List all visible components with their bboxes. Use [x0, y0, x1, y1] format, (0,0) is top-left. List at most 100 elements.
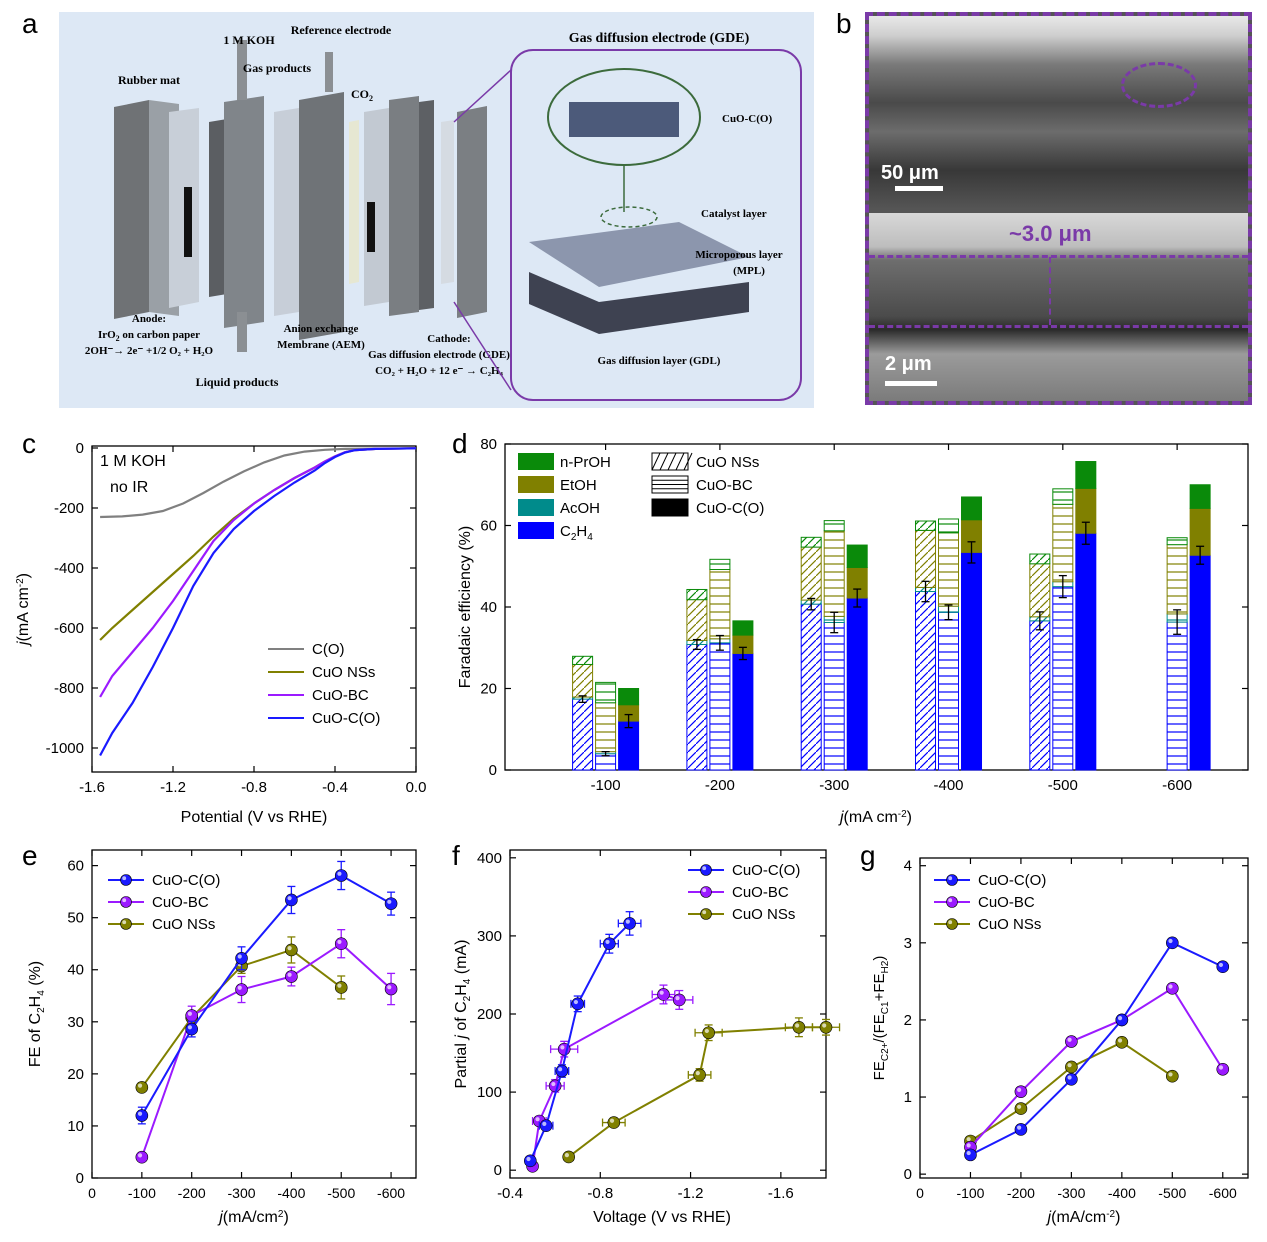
chart-e-ytick-label: 0 [76, 1170, 84, 1187]
chart-c-ytick-label: -400 [54, 560, 84, 577]
chart-d-legend-catalyst-swatch [651, 498, 689, 517]
label-gdl: Gas diffusion layer (GDL) [598, 355, 721, 367]
chart-d-xtick-label: -600 [1162, 777, 1192, 794]
chart-g-xtick-label: -400 [1108, 1185, 1136, 1201]
catalyst-block [569, 102, 679, 137]
chart-d-bar-c2h4 [618, 720, 640, 771]
chart-d-bar-c2h4 [915, 591, 937, 771]
chart-d-bar-npro [800, 536, 822, 548]
chart-d-legend-catalyst-label: CuO-BC [696, 477, 753, 494]
chart-g-xtick-label: -100 [956, 1185, 984, 1201]
chart-g-ytick-label: 2 [904, 1012, 912, 1029]
panel-label-e: e [22, 840, 38, 871]
chart-f-cuonss-point [819, 1020, 833, 1034]
chart-e-cuobc-point [334, 937, 348, 951]
scale-bar-top [895, 186, 943, 191]
label-co2: CO2 [351, 87, 373, 103]
chart-g-ylabel: FEC2+/(FEC1+FEH2) [871, 956, 891, 1081]
chart-f-legend-1-marker [700, 886, 712, 898]
chart-d-ytick-label: 60 [480, 518, 497, 535]
chart-c-ytick-label: -1000 [46, 740, 84, 757]
chart-c-legend-2-label: CuO-BC [312, 687, 369, 704]
label-mpl-2: (MPL) [733, 265, 765, 277]
chart-c-legend-0-label: C(O) [312, 641, 345, 658]
chart-d-legend-hatch [675, 452, 685, 471]
chart-g-cuobc-point [1166, 982, 1179, 995]
thickness-dash-top [869, 255, 1248, 258]
chart-g-xtick-label: -500 [1158, 1185, 1186, 1201]
chart-e-cuobc-point [384, 982, 398, 996]
chart-c-line-cuonss [99, 447, 417, 641]
zoom-line-bottom [453, 301, 512, 391]
label-cathode-line1: Gas diffusion electrode (GDE) [368, 349, 510, 361]
label-cathode-title: Cathode: [427, 333, 470, 345]
chart-g-cuoco-point [1014, 1123, 1028, 1136]
chart-d-bar-c2h4 [686, 643, 708, 771]
chart-g-legend-2-marker [946, 918, 958, 930]
chart-d-ytick-label: 20 [480, 681, 497, 698]
chart-e-legend-0-marker [120, 874, 132, 886]
chart-f-cuonss-line [568, 1026, 826, 1158]
chart-c-xtick-label: -1.2 [160, 779, 186, 796]
chart-f-cuonss-point [693, 1068, 706, 1082]
chart-d-ylabel: Faradaic efficiency (%) [457, 526, 474, 688]
panel-label-b: b [836, 8, 852, 39]
chart-d-bar-npro [1189, 484, 1211, 509]
chart-e-cuoco-point [384, 897, 398, 910]
chart-g-cuobc-line [969, 986, 1224, 1148]
chart-e-legend-1-marker [120, 896, 132, 908]
chart-d-bar-npro [1166, 537, 1188, 546]
chart-d-bar-npro [595, 681, 617, 704]
electrolyzer-schematic: 1 M KOH Reference electrode Gas products… [85, 23, 802, 401]
sem-image-bottom: ~3.0 μm 2 μm [869, 213, 1248, 401]
chart-e-cuoco-point [285, 893, 298, 907]
catalyst-spot-ellipse [600, 206, 658, 228]
chart-d-xtick-label: -300 [819, 777, 849, 794]
chart-e-cuobc-line [140, 942, 392, 1158]
chart-e-cuoco-point [135, 1109, 149, 1122]
chart-d-legend-label-c2h4: C2H4 [560, 523, 593, 543]
chart-g-cuobc-point [1014, 1085, 1028, 1098]
chart-f-cuonss-point [702, 1026, 715, 1040]
chart-d-xtick-label: -100 [591, 777, 621, 794]
chart-d-bar-npro [1052, 488, 1074, 505]
chart-d-xtick-label: -200 [705, 777, 735, 794]
chart-g-cuoco-point [964, 1148, 977, 1162]
chart-e-cuonss-point [285, 943, 298, 957]
chart-f-xtick-label: -0.4 [497, 1185, 523, 1202]
chart-f-cuoco-point [623, 917, 636, 930]
catalyst-layer-shape [529, 222, 749, 287]
chart-d-bar-npro [1075, 461, 1097, 489]
thickness-line [1049, 257, 1051, 325]
chart-d-bar-c2h4 [1189, 554, 1211, 771]
chart-d-legend-label-npro: n-PrOH [560, 454, 611, 471]
chart-d-bar-c2h4 [1166, 621, 1188, 771]
chart-e-cuobc-point [135, 1150, 149, 1164]
chart-d-bar-etoh [938, 532, 960, 607]
chart-e-legend-2-marker [120, 918, 132, 930]
label-aem-2: Membrane (AEM) [277, 339, 365, 351]
chart-d-bar-c2h4 [1029, 620, 1051, 771]
chart-f-cuonss-point [607, 1116, 621, 1129]
chart-c-xtick-label: -0.8 [241, 779, 267, 796]
chart-c-ytick-label: -600 [54, 620, 84, 637]
chart-g-legend-1-label: CuO-BC [978, 894, 1035, 911]
label-cathode-equation: CO₂ + H₂O + 12 e⁻ → C₂H₄ [375, 365, 503, 377]
chart-d-xtick-label: -400 [933, 777, 963, 794]
chart-d-bar-c2h4 [938, 611, 960, 771]
scale-bar-bottom [885, 381, 937, 386]
chart-d-bar-npro [709, 558, 731, 571]
chart-e-ytick-label: 60 [67, 858, 84, 875]
chart-g-xtick-label: -600 [1209, 1185, 1237, 1201]
chart-g-cuonss-point [1166, 1069, 1179, 1083]
chart-f-cuonss-point [562, 1150, 575, 1164]
chart-d-legend-label-acoh: AcOH [560, 500, 600, 517]
chart-f-cuoco-point [539, 1119, 553, 1132]
label-mpl-1: Microporous layer [695, 249, 782, 261]
chart-f-ytick-label: 300 [477, 928, 502, 945]
chart-e-legend-0-label: CuO-C(O) [152, 872, 220, 889]
chart-g-cuonss-point [1065, 1060, 1078, 1074]
chart-e-xtick-label: -100 [128, 1185, 156, 1201]
chart-d-bar-npro [572, 655, 594, 665]
